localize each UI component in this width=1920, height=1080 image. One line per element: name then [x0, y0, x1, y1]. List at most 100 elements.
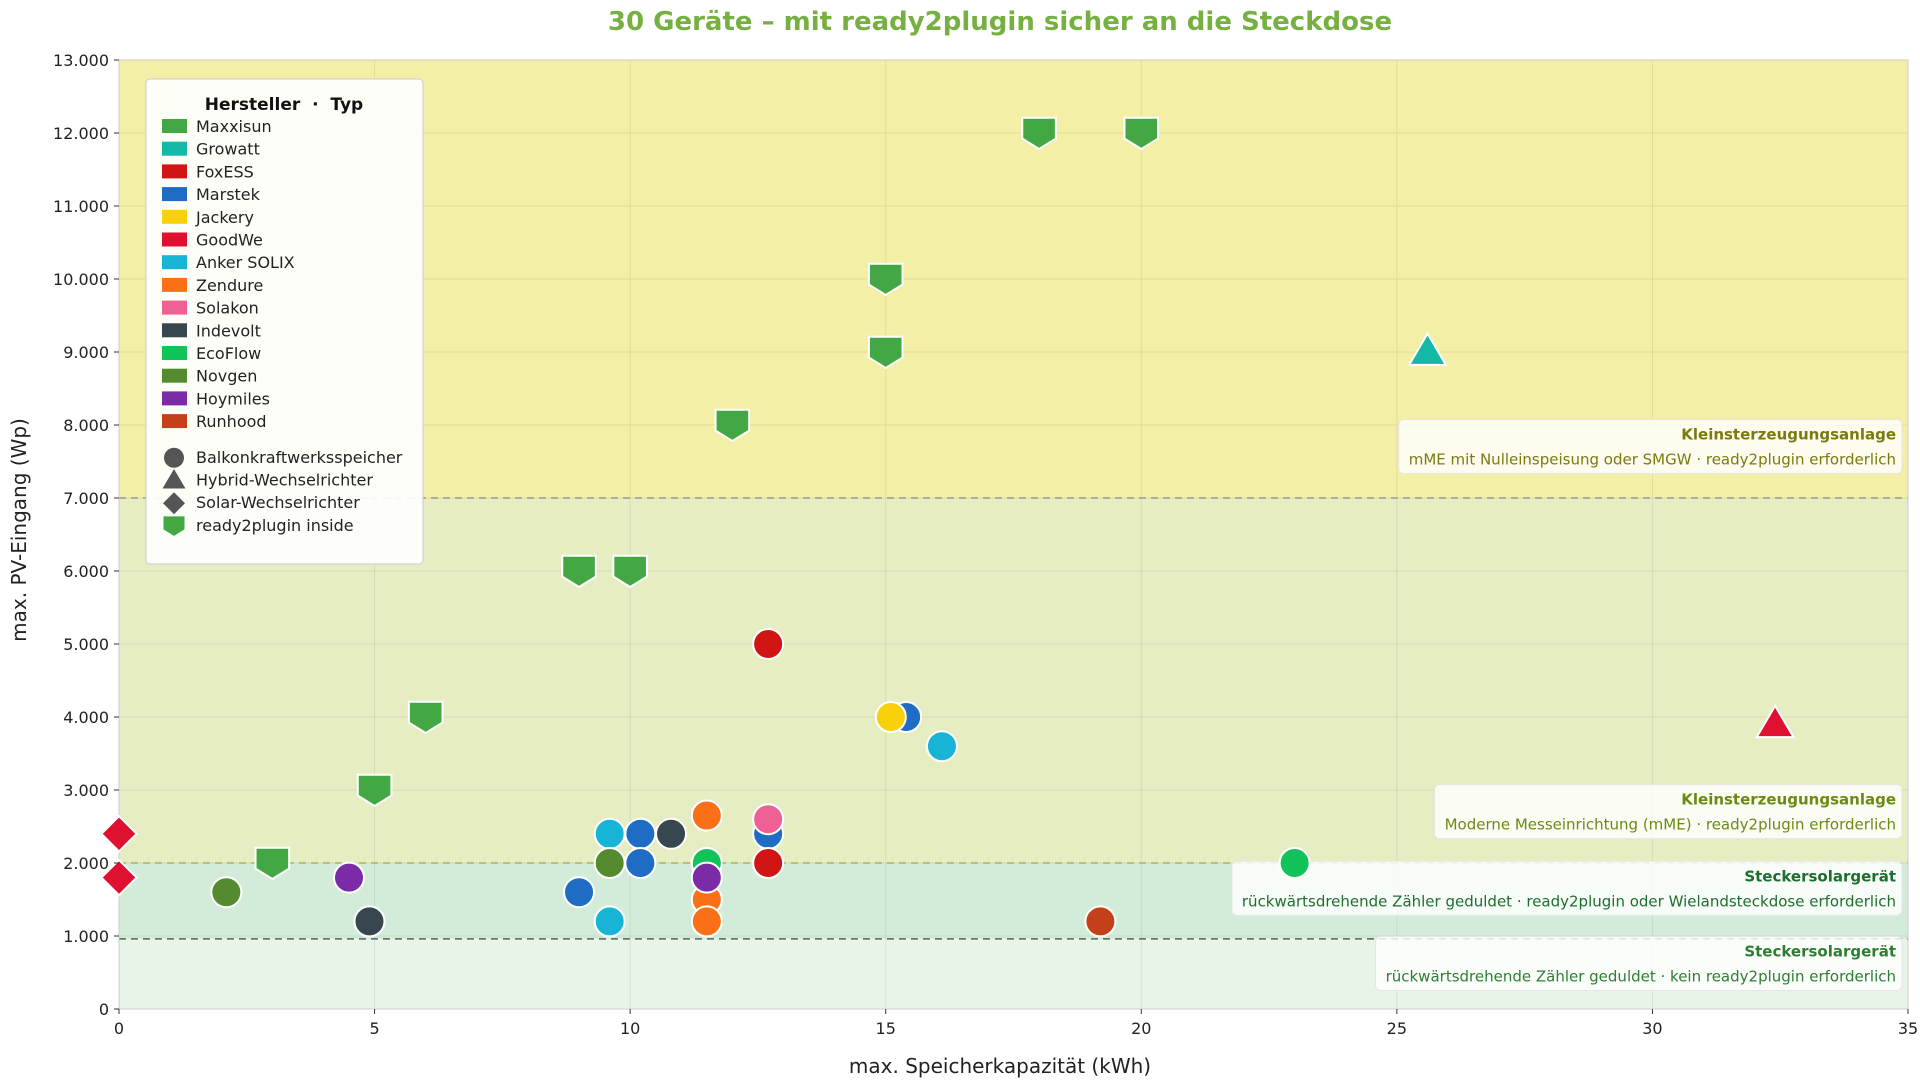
legend-type-marker-1 [162, 469, 186, 489]
point-anker-solix-circle [593, 817, 626, 850]
zone-annotation-box [1375, 935, 1903, 991]
zone-annotations: Kleinsterzeugungsanlage mME mit Nulleinsp… [1231, 419, 1903, 991]
legend: Hersteller · Typ Maxxisun Growatt FoxESS Ma… [145, 78, 424, 565]
point-maxxisun-shield [867, 262, 904, 297]
x-tick-label-6: 30 [1642, 1019, 1662, 1038]
y-tick-label-6: 6.000 [63, 562, 109, 581]
point-goodwe-diamond [99, 858, 139, 897]
legend-swatch-1 [162, 141, 187, 156]
legend-label-8: Solakon [196, 299, 259, 318]
legend-type-label-2: Solar-Wechselrichter [196, 493, 360, 512]
x-tick-label-0: 0 [114, 1019, 124, 1038]
point-solakon-circle [752, 803, 785, 836]
y-tick-label-12: 12.000 [53, 124, 109, 143]
legend-type-label-1: Hybrid-Wechselrichter [196, 471, 373, 490]
point-maxxisun-shield [356, 773, 393, 808]
zone-annotation-3: Steckersolargerät rückwärtsdrehende Zähle… [1375, 935, 1903, 991]
zone-annotation-title: Steckersolargerät [1744, 942, 1896, 960]
legend-swatch-7 [162, 277, 187, 292]
legend-label-11: Novgen [196, 367, 257, 386]
zone-annotation-text: rückwärtsdrehende Zähler geduldet · read… [1242, 892, 1896, 910]
point-novgen-circle [593, 847, 626, 879]
legend-swatch-5 [162, 232, 187, 247]
point-maxxisun-shield [1021, 116, 1057, 151]
y-tick-label-4: 4.000 [63, 708, 109, 727]
legend-label-1: Growatt [196, 140, 260, 159]
legend-label-13: Runhood [196, 412, 267, 431]
point-hoymiles-circle [333, 861, 366, 894]
x-axis-label: max. Speicherkapazität (kWh) [849, 1054, 1151, 1078]
point-growatt-triangle [1407, 331, 1448, 366]
zone-annotation-box [1231, 860, 1903, 916]
zone-annotation-2: Steckersolargerät rückwärtsdrehende Zähle… [1231, 860, 1903, 916]
legend-swatch-6 [162, 255, 187, 270]
legend-label-6: Anker SOLIX [196, 253, 295, 272]
point-jackery-circle [874, 701, 907, 733]
legend-swatch-12 [162, 391, 187, 406]
point-maxxisun-shield [867, 335, 904, 370]
legend-type-marker-0 [164, 447, 184, 468]
legend-swatch-8 [162, 300, 187, 315]
point-foxess-circle [752, 847, 785, 879]
x-tick-label-5: 25 [1387, 1019, 1407, 1038]
y-tick-label-3: 3.000 [63, 781, 109, 800]
zone-annotation-title: Kleinsterzeugungsanlage [1681, 426, 1896, 444]
point-maxxisun-shield [714, 408, 751, 443]
legend-label-0: Maxxisun [196, 117, 272, 136]
point-marstek-circle [624, 847, 657, 879]
y-tick-label-11: 11.000 [53, 197, 109, 216]
legend-swatch-4 [162, 209, 187, 224]
point-indevolt-circle [655, 817, 688, 850]
plot-frame [118, 59, 1909, 1010]
point-indevolt-circle [353, 905, 386, 938]
point-anker-solix-circle [925, 730, 958, 763]
legend-box [145, 78, 424, 565]
legend-label-10: EcoFlow [196, 344, 261, 363]
data-points [99, 116, 1796, 938]
legend-label-3: Marstek [196, 185, 261, 204]
legend-label-7: Zendure [196, 276, 263, 295]
legend-type-label-0: Balkonkraftwerksspeicher [196, 448, 403, 467]
legend-swatch-10 [162, 346, 187, 360]
point-goodwe-diamond [99, 814, 139, 853]
zone-annotation-text: mME mit Nulleinspeisung oder SMGW · read… [1409, 451, 1896, 469]
y-tick-label-10: 10.000 [53, 270, 109, 289]
legend-swatch-3 [162, 187, 187, 202]
point-novgen-circle [210, 876, 243, 909]
point-ecoflow-circle [1278, 847, 1311, 879]
legend-title: Hersteller · Typ [205, 95, 363, 115]
legend-type-marker-2 [163, 492, 185, 515]
y-tick-label-2: 2.000 [63, 854, 109, 873]
point-maxxisun-shield [1123, 116, 1160, 151]
zone-annotation-1: Kleinsterzeugungsanlage Moderne Messeinri… [1434, 784, 1903, 840]
legend-type-label-3: ready2plugin inside [196, 516, 354, 535]
y-tick-label-13: 13.000 [53, 51, 109, 70]
zone-annotation-text: Moderne Messeinrichtung (mME) · ready2pl… [1445, 816, 1896, 834]
y-tick-label-0: 0 [99, 1000, 109, 1019]
point-marstek-circle [563, 876, 596, 909]
point-maxxisun-shield [612, 554, 648, 589]
point-foxess-circle [752, 628, 785, 660]
point-maxxisun-shield [561, 554, 597, 589]
point-runhood-circle [1084, 905, 1117, 938]
zone-annotation-text: rückwärtsdrehende Zähler geduldet · kein… [1386, 967, 1896, 985]
point-hoymiles-circle [690, 861, 723, 894]
y-axis-label: max. PV-Eingang (Wp) [7, 418, 31, 642]
x-tick-label-2: 10 [620, 1019, 640, 1038]
legend-label-2: FoxESS [196, 162, 254, 181]
point-anker-solix-circle [593, 905, 626, 938]
point-maxxisun-shield [254, 846, 291, 881]
legend-swatch-11 [162, 368, 187, 383]
x-tick-label-4: 20 [1131, 1019, 1151, 1038]
y-tick-label-8: 8.000 [63, 416, 109, 435]
point-zendure-circle [690, 799, 723, 832]
legend-swatch-13 [162, 414, 187, 429]
legend-swatch-9 [162, 323, 187, 338]
legend-label-4: Jackery [195, 208, 254, 227]
x-axis-ticks: 0 5 10 15 20 25 30 35 [114, 1009, 1918, 1038]
point-goodwe-triangle [1754, 703, 1796, 739]
legend-type-marker-3 [163, 516, 185, 536]
zone-annotation-0: Kleinsterzeugungsanlage mME mit Nulleinsp… [1398, 419, 1903, 475]
y-tick-label-9: 9.000 [63, 343, 109, 362]
zone-annotation-title: Kleinsterzeugungsanlage [1681, 791, 1896, 809]
